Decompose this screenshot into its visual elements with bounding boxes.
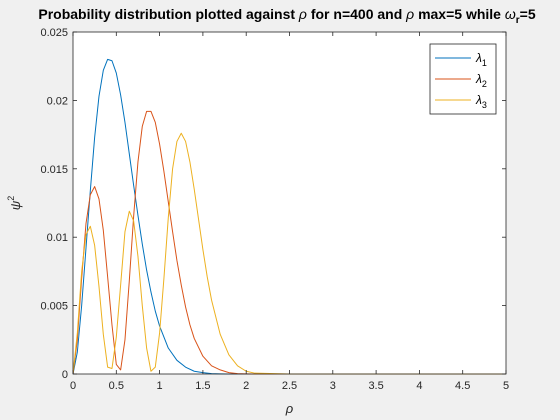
x-tick-label: 1.5 xyxy=(195,380,210,392)
series-line-lambda-2 xyxy=(72,110,506,375)
x-tick-label: 1 xyxy=(157,380,163,392)
x-tick-label: 3 xyxy=(330,380,336,392)
legend-label-lambda-1: λ1 xyxy=(475,51,487,68)
legend-label-subscript: 3 xyxy=(482,100,487,110)
y-tick-label: 0.015 xyxy=(40,164,68,176)
legend-label-subscript: 1 xyxy=(482,58,487,68)
y-tick-label: 0.02 xyxy=(47,95,68,107)
x-tick-label: 3.5 xyxy=(368,380,383,392)
x-axis-label: ρ xyxy=(285,401,294,416)
x-tick-label: 5 xyxy=(503,380,509,392)
legend-label-lambda-3: λ3 xyxy=(475,93,487,110)
legend-label-symbol: λ xyxy=(475,93,482,107)
y-tick-label: 0.025 xyxy=(40,27,68,39)
x-tick-label: 2 xyxy=(243,380,249,392)
chart-title: Probability distribution plotted against… xyxy=(38,6,535,26)
y-tick-label: 0 xyxy=(62,369,68,381)
tick-layer: 0 0.5 1 1.5 2 2.5 3 3.5 4 4.5 5 0 0.005 0.01 0.015 0.02… xyxy=(40,27,509,392)
legend-label-symbol: λ xyxy=(475,72,482,86)
legend-label-lambda-2: λ2 xyxy=(475,72,487,89)
y-axis-label: ψ2 xyxy=(6,196,23,210)
x-tick-label: 4.5 xyxy=(455,380,470,392)
series-line-lambda-3 xyxy=(72,132,506,375)
series-layer xyxy=(72,58,506,375)
x-tick-label: 0.5 xyxy=(109,380,124,392)
y-tick-label: 0.005 xyxy=(40,301,68,313)
series-line-lambda-1 xyxy=(72,58,506,375)
x-tick-label: 0 xyxy=(70,380,76,392)
x-tick-label: 2.5 xyxy=(282,380,297,392)
x-tick-label: 4 xyxy=(416,380,422,392)
legend-label-subscript: 2 xyxy=(482,79,487,89)
legend-label-symbol: λ xyxy=(475,51,482,65)
y-tick-label: 0.01 xyxy=(47,232,68,244)
